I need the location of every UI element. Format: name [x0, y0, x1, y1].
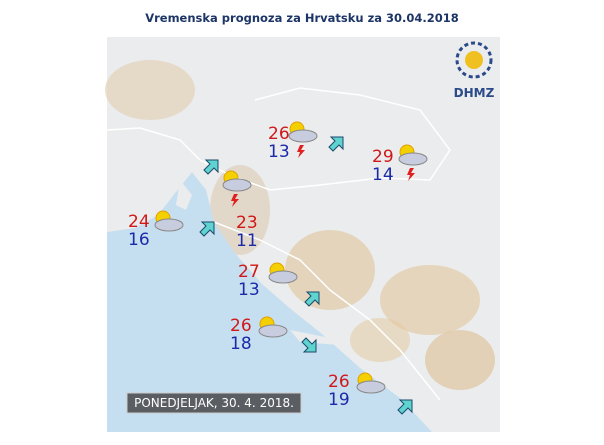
cloud — [154, 218, 184, 232]
weather-icon — [268, 262, 298, 284]
wind-arrows — [199, 136, 413, 415]
temp-min: 18 — [230, 334, 252, 354]
temp-min: 11 — [236, 231, 258, 251]
temp-min: 16 — [128, 230, 150, 250]
weather-icon — [398, 144, 428, 181]
cloud — [258, 324, 288, 338]
temp-max: 23 — [236, 213, 258, 233]
weather-icon — [154, 210, 184, 232]
map-base — [105, 37, 500, 432]
temp-max: 26 — [230, 316, 252, 336]
cloud — [288, 129, 318, 143]
logo: DHMZ — [454, 41, 495, 100]
temp-max: 24 — [128, 212, 150, 232]
date-label: PONEDJELJAK, 30. 4. 2018. — [134, 396, 294, 410]
temp-min: 19 — [328, 390, 350, 410]
cloud — [268, 270, 298, 284]
temp-max: 26 — [328, 372, 350, 392]
cloud — [356, 380, 386, 394]
weather-icon — [288, 121, 318, 158]
temp-min: 13 — [268, 142, 290, 162]
cloud — [222, 178, 252, 192]
title: Vremenska prognoza za Hrvatsku za 30.04.… — [145, 11, 459, 25]
temp-min: 14 — [372, 165, 394, 185]
temp-max: 29 — [372, 147, 394, 167]
weather-icon — [222, 170, 252, 207]
temp-max: 27 — [238, 262, 260, 282]
lightning — [231, 194, 239, 207]
weather-icon — [356, 372, 386, 394]
cloud — [398, 152, 428, 166]
lightning — [407, 168, 415, 181]
lightning — [297, 145, 305, 158]
temp-min: 13 — [238, 280, 260, 300]
date-box: PONEDJELJAK, 30. 4. 2018. — [126, 392, 302, 414]
temp-max: 26 — [268, 124, 290, 144]
weather-icon — [258, 316, 288, 338]
logo-text: DHMZ — [454, 86, 495, 100]
